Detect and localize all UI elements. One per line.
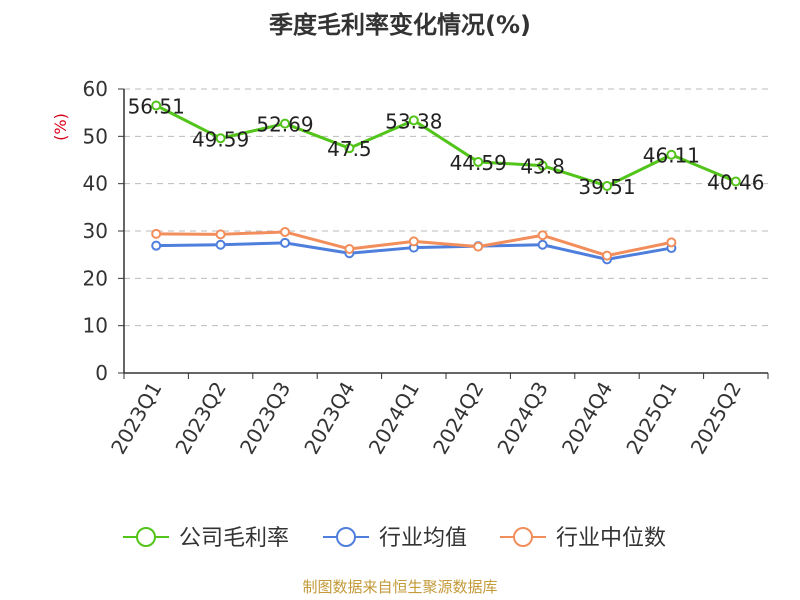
data-label: 40.46 bbox=[707, 170, 764, 194]
data-label: 56.51 bbox=[128, 95, 185, 119]
x-tick-label: 2023Q4 bbox=[299, 378, 359, 459]
series-line-0 bbox=[155, 104, 737, 188]
legend-label: 行业中位数 bbox=[556, 526, 666, 551]
data-point bbox=[151, 228, 162, 239]
legend: 公司毛利率 行业均值 行业中位数 bbox=[123, 526, 666, 551]
data-point bbox=[473, 241, 484, 252]
x-tick-label: 2024Q4 bbox=[557, 378, 617, 459]
data-point bbox=[408, 236, 419, 247]
data-point bbox=[473, 156, 484, 167]
x-tick-label: 2024Q2 bbox=[428, 378, 488, 459]
x-tick-label: 2023Q2 bbox=[170, 378, 230, 459]
data-label: 53.38 bbox=[385, 109, 442, 133]
data-point bbox=[537, 160, 548, 171]
x-tick-label: 2025Q2 bbox=[686, 378, 746, 459]
legend-marker bbox=[136, 527, 156, 547]
data-label: 52.69 bbox=[256, 113, 313, 137]
legend-marker bbox=[513, 527, 533, 547]
grid-lines bbox=[124, 88, 768, 327]
data-point bbox=[730, 176, 741, 187]
data-point bbox=[280, 226, 290, 237]
data-point bbox=[408, 115, 419, 126]
data-point bbox=[215, 229, 226, 240]
data-point bbox=[666, 237, 677, 248]
data-point bbox=[602, 250, 612, 261]
y-tick-label: 20 bbox=[83, 266, 108, 290]
legend-label: 公司毛利率 bbox=[179, 526, 289, 551]
y-tick-label: 40 bbox=[83, 172, 108, 196]
data-label: 44.59 bbox=[450, 151, 507, 175]
data-label: 49.59 bbox=[192, 127, 249, 151]
x-tick-label: 2024Q3 bbox=[492, 378, 552, 459]
data-point bbox=[215, 133, 226, 144]
data-label: 47.5 bbox=[327, 137, 372, 161]
chart-title: 季度毛利率变化情况(%) bbox=[269, 11, 531, 39]
data-label: 39.51 bbox=[578, 175, 635, 199]
x-tick-label: 2023Q1 bbox=[106, 378, 166, 459]
data-point bbox=[344, 143, 355, 154]
x-tick-label: 2024Q1 bbox=[364, 378, 424, 459]
y-tick-label: 0 bbox=[95, 361, 108, 385]
data-point bbox=[151, 240, 162, 251]
data-point bbox=[537, 230, 548, 241]
data-label: 43.8 bbox=[520, 155, 565, 179]
y-tick-label: 30 bbox=[83, 219, 108, 243]
series-layer: 56.51 49.59 52.69 47.5 53.38 44.59 43.8 39.51 46… bbox=[128, 95, 764, 265]
y-tick-label: 50 bbox=[83, 124, 108, 148]
data-point bbox=[666, 149, 677, 160]
data-label: 46.11 bbox=[643, 144, 700, 168]
data-point bbox=[344, 243, 355, 254]
data-point bbox=[280, 237, 290, 248]
data-point bbox=[151, 100, 162, 111]
y-tick-label: 10 bbox=[83, 314, 108, 338]
source-footer: 制图数据来自恒生聚源数据库 bbox=[302, 578, 497, 596]
legend-label: 行业均值 bbox=[379, 526, 467, 551]
x-tick-label: 2025Q1 bbox=[621, 378, 681, 459]
x-tick-label: 2023Q3 bbox=[235, 378, 295, 459]
data-point bbox=[537, 239, 548, 250]
y-tick-label: 60 bbox=[83, 77, 108, 101]
data-point bbox=[602, 180, 612, 191]
y-axis-label: (%) bbox=[51, 113, 70, 141]
data-point bbox=[280, 118, 290, 129]
legend-marker bbox=[336, 527, 356, 547]
data-point bbox=[215, 239, 226, 250]
